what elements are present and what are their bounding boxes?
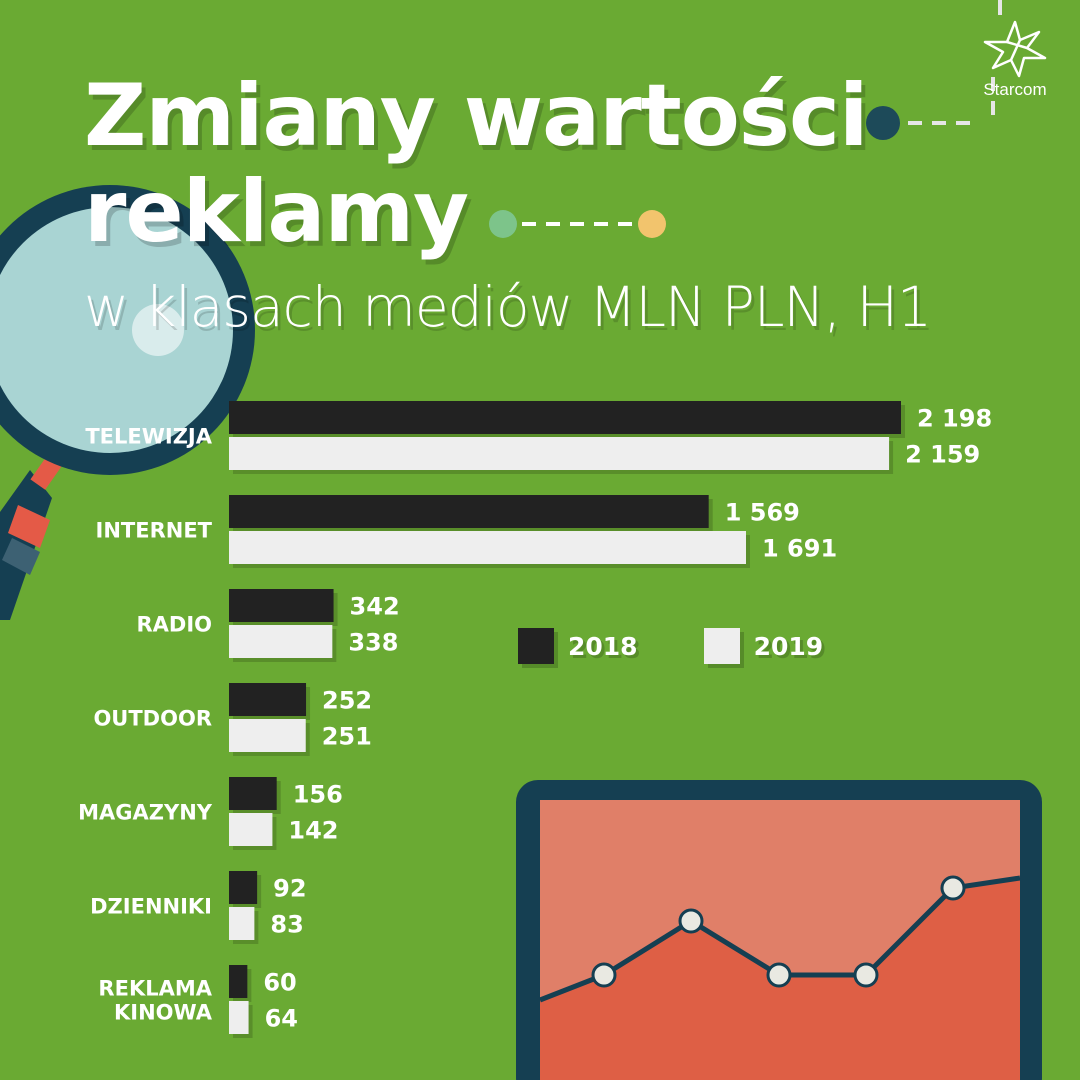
category-label-internet: INTERNET bbox=[96, 519, 213, 543]
bar-2018-magazyny bbox=[229, 777, 277, 810]
monitor-line-chart-icon bbox=[516, 780, 1042, 1080]
bar-2019-telewizja bbox=[229, 437, 890, 470]
legend-label-2018: 2018 bbox=[568, 631, 638, 661]
value-label-2018-magazyny: 156 bbox=[293, 781, 343, 809]
legend-item-2018: 2018 bbox=[518, 628, 638, 664]
bar-2018-internet bbox=[229, 495, 709, 528]
starcom-star-icon bbox=[983, 20, 1047, 78]
bar-2018-dzienniki bbox=[229, 871, 258, 904]
bar-2018-outdoor bbox=[229, 683, 307, 716]
brand-name: Starcom bbox=[983, 80, 1047, 99]
legend-label-2019: 2019 bbox=[753, 631, 824, 661]
category-label-reklama-kinowa: REKLAMA KINOWA bbox=[98, 977, 212, 1025]
brand-logo: Starcom bbox=[960, 18, 1070, 100]
value-label-2018-reklama-kinowa: 60 bbox=[263, 969, 296, 997]
bar-2018-reklama-kinowa bbox=[229, 965, 248, 998]
value-label-2019-reklama-kinowa: 64 bbox=[265, 1005, 298, 1033]
category-label-magazyny: MAGAZYNY bbox=[78, 801, 213, 825]
page-title: Zmiany wartości reklamy bbox=[84, 66, 868, 262]
value-label-2018-dzienniki: 92 bbox=[273, 875, 306, 903]
magnifier-icon bbox=[0, 185, 255, 620]
bar-2019-magazyny bbox=[229, 813, 273, 846]
bar-2018-telewizja bbox=[229, 401, 901, 434]
value-label-2018-telewizja: 2 198 bbox=[917, 405, 992, 433]
title-decor-lines bbox=[489, 0, 1002, 238]
value-label-2019-dzienniki: 83 bbox=[270, 911, 303, 939]
bar-2019-internet bbox=[229, 531, 746, 564]
bar-2018-radio bbox=[229, 589, 334, 622]
value-label-2019-internet: 1 691 bbox=[762, 535, 837, 563]
category-label-radio: RADIO bbox=[136, 613, 212, 637]
legend-swatch-2018 bbox=[518, 628, 554, 664]
legend-item-2019: 2019 bbox=[703, 628, 824, 664]
category-label-outdoor: OUTDOOR bbox=[93, 707, 212, 731]
bar-2019-dzienniki bbox=[229, 907, 255, 940]
value-label-2019-radio: 338 bbox=[348, 629, 398, 657]
value-label-2018-internet: 1 569 bbox=[725, 499, 800, 527]
page-subtitle: w klasach mediów MLN PLN, H1 bbox=[84, 275, 932, 339]
value-label-2019-magazyny: 142 bbox=[288, 817, 338, 845]
category-label-telewizja: TELEWIZJA bbox=[85, 425, 212, 449]
bar-2019-reklama-kinowa bbox=[229, 1001, 249, 1034]
value-label-2018-outdoor: 252 bbox=[322, 687, 372, 715]
legend-swatch-2019 bbox=[703, 628, 740, 664]
value-label-2019-outdoor: 251 bbox=[322, 723, 372, 751]
value-label-2019-telewizja: 2 159 bbox=[905, 441, 980, 469]
category-label-dzienniki: DZIENNIKI bbox=[90, 895, 212, 919]
bar-2019-radio bbox=[229, 625, 333, 658]
value-label-2018-radio: 342 bbox=[350, 593, 400, 621]
bar-2019-outdoor bbox=[229, 719, 306, 752]
chart-legend: 2018 2019 bbox=[518, 628, 823, 664]
